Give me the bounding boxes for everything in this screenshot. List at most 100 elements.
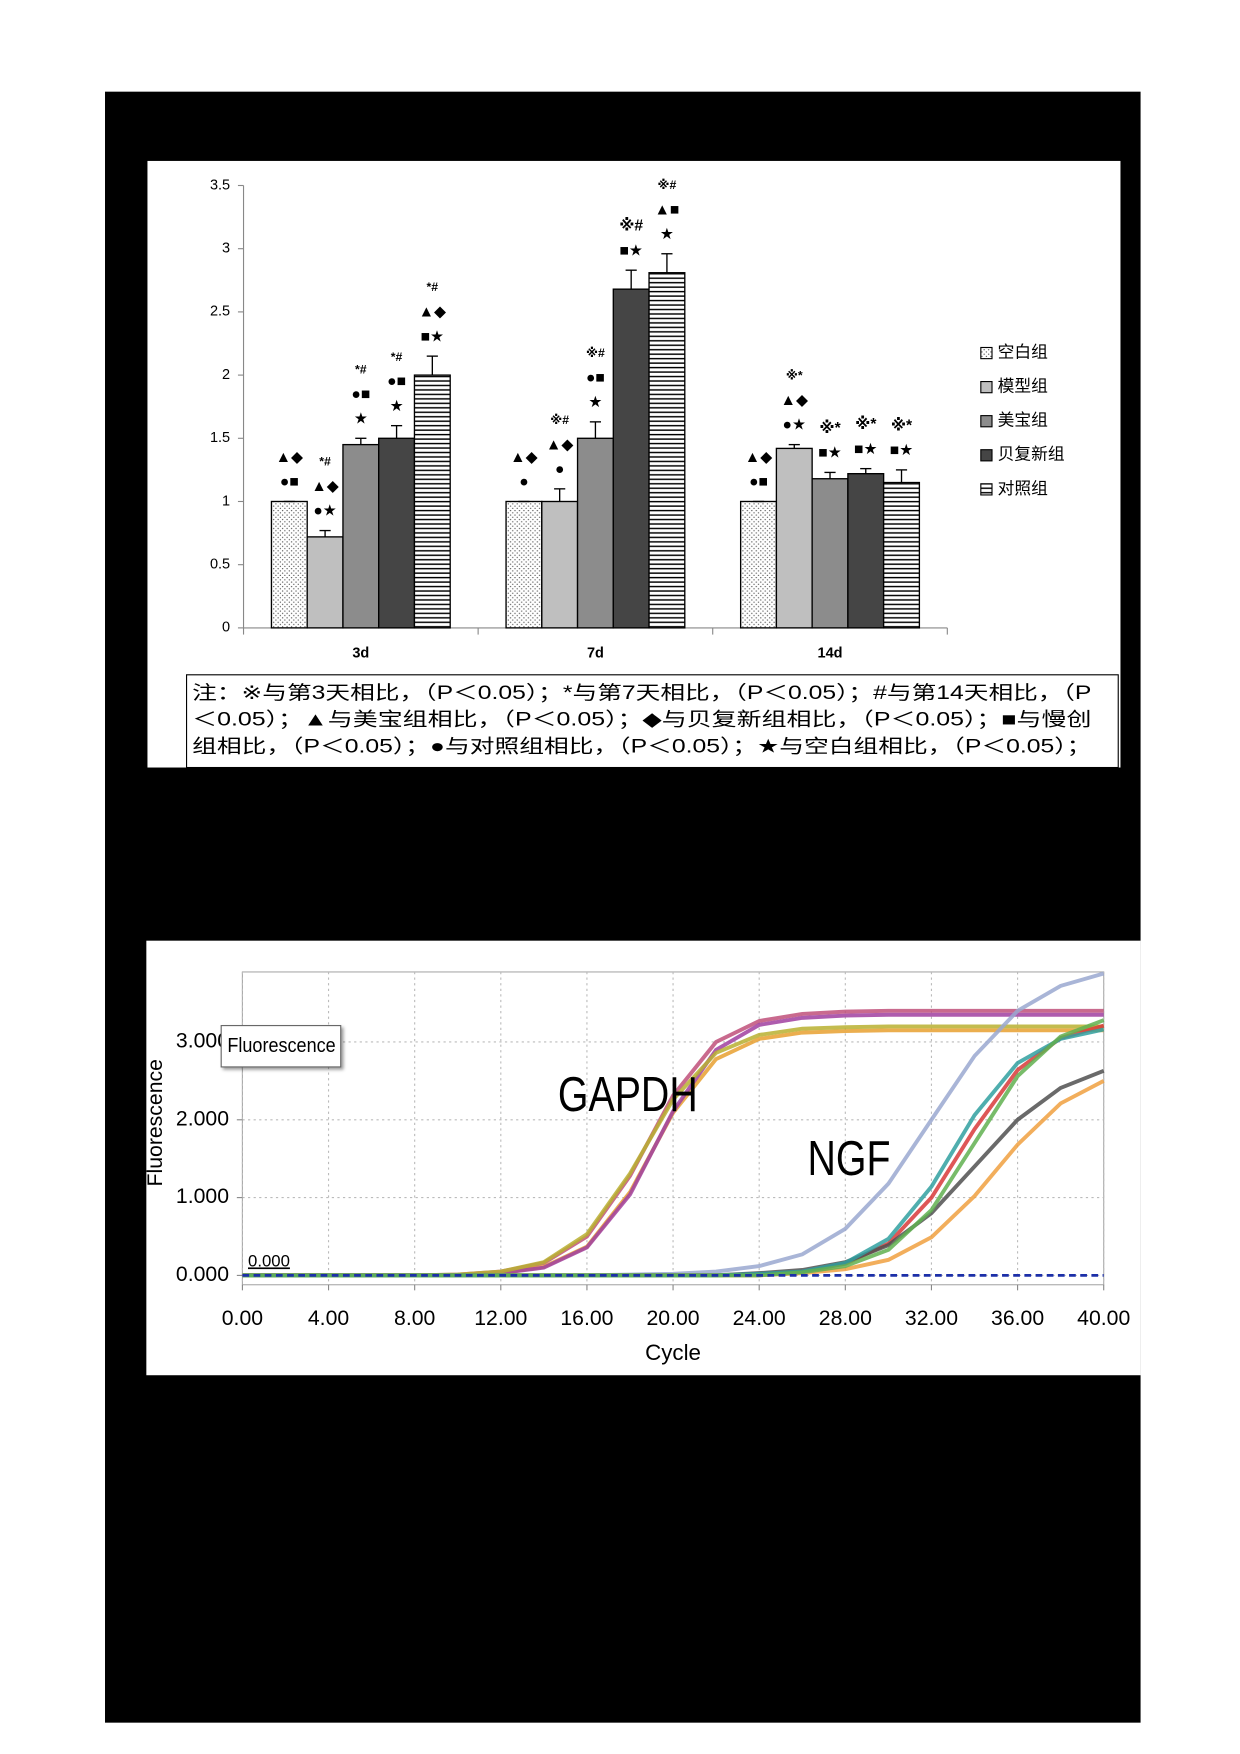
- significance-mark: ▲◆: [311, 478, 338, 495]
- significance-mark: ※#: [658, 178, 677, 192]
- bar: [306, 536, 344, 629]
- curve-annotation: NGF: [808, 1132, 891, 1186]
- bar: [505, 500, 543, 629]
- x-tick-label: 36.00: [991, 1307, 1044, 1330]
- significance-mark: ★: [660, 226, 674, 243]
- y-tick-label: 2.000: [176, 1107, 229, 1130]
- significance-mark: ※*: [891, 416, 913, 434]
- significance-mark: ●★: [783, 417, 806, 434]
- bar: [775, 447, 813, 629]
- y-tick-label: 1.000: [176, 1185, 229, 1208]
- bar: [413, 374, 451, 629]
- significance-mark: ■★: [818, 445, 841, 462]
- significance-mark: ▲◆: [781, 392, 808, 409]
- significance-mark: ●: [519, 474, 528, 491]
- significance-mark: ●■: [351, 386, 370, 403]
- bar: [576, 437, 614, 629]
- x-tick-label: 8.00: [394, 1307, 435, 1330]
- significance-mark: ●■: [280, 474, 299, 491]
- threshold-label: 0.000: [248, 1251, 290, 1270]
- significance-mark: ▲◆: [546, 436, 573, 453]
- significance-mark: ※*: [786, 369, 803, 383]
- significance-mark: ■★: [890, 442, 913, 459]
- x-tick-label: 7d: [587, 645, 604, 661]
- x-axis-label: Cycle: [645, 1340, 701, 1365]
- significance-mark: ■★: [854, 441, 877, 458]
- x-tick-label: 32.00: [905, 1307, 958, 1330]
- significance-mark: ※#: [550, 413, 569, 427]
- note-text: ＜0.05）；▲与美宝组相比，（P＜0.05）；◆与贝复新组相比，（P＜0.05…: [192, 709, 1091, 731]
- x-tick-label: 40.00: [1077, 1307, 1130, 1330]
- y-tick-label: 0.5: [210, 557, 230, 573]
- y-tick-label: 0: [222, 620, 230, 636]
- y-axis-label: Fluorescence: [144, 1059, 167, 1186]
- significance-mark: *#: [355, 362, 367, 376]
- y-tick-label: 2: [222, 367, 230, 383]
- significance-mark: ▲◆: [745, 449, 772, 466]
- legend-label: 美宝组: [998, 411, 1049, 430]
- y-tick-label: 1.5: [210, 430, 230, 446]
- significance-mark: ※*: [819, 419, 841, 437]
- legend-swatch: [980, 483, 993, 496]
- bar: [342, 443, 380, 629]
- y-tick-label: 3.000: [176, 1030, 229, 1053]
- note-text: 注：※与第3天相比，（P＜0.05）；*与第7天相比，（P＜0.05）；#与第1…: [192, 682, 1091, 704]
- y-tick-label: 0.000: [176, 1263, 229, 1286]
- bar: [270, 500, 308, 629]
- bar: [612, 288, 650, 629]
- x-tick-label: 14d: [818, 645, 843, 661]
- legend-label: 贝复新组: [998, 445, 1065, 464]
- significance-mark: ▲◆: [510, 449, 537, 466]
- note-text: 组相比，（P＜0.05）；●与对照组相比，（P＜0.05）；★与空白组相比，（P…: [192, 735, 1091, 757]
- bar: [882, 481, 921, 629]
- significance-mark: ●: [555, 461, 564, 478]
- significance-mark: ※#: [586, 346, 605, 360]
- y-tick-label: 3: [222, 241, 230, 257]
- x-tick-label: 12.00: [474, 1307, 527, 1330]
- significance-mark: ※*: [855, 415, 877, 433]
- legend-label: 对照组: [998, 479, 1049, 498]
- note-box: [185, 674, 1119, 769]
- significance-mark: ■★: [421, 328, 444, 345]
- significance-mark: ※#: [619, 217, 643, 235]
- legend-swatch: [980, 415, 993, 428]
- significance-mark: ●■: [387, 373, 406, 390]
- bar: [648, 272, 686, 629]
- significance-mark: ●■: [749, 474, 768, 491]
- significance-mark: ●■: [586, 369, 605, 386]
- legend-label: 模型组: [998, 377, 1049, 396]
- bar: [739, 500, 778, 629]
- legend-box: [220, 1025, 342, 1068]
- legend-label: 空白组: [998, 342, 1049, 361]
- bar: [378, 437, 416, 629]
- legend-label: Fluorescence: [227, 1035, 335, 1057]
- significance-mark: *#: [391, 350, 403, 364]
- x-tick-label: 24.00: [733, 1307, 786, 1330]
- x-tick-label: 4.00: [308, 1307, 349, 1330]
- significance-mark: ■★: [619, 242, 642, 259]
- legend-swatch: [980, 346, 993, 360]
- significance-mark: ▲◆: [276, 449, 303, 466]
- significance-mark: *#: [427, 280, 439, 294]
- significance-mark: ★: [390, 398, 404, 415]
- legend-swatch: [980, 380, 993, 394]
- significance-mark: ▲◆: [419, 304, 446, 321]
- bar: [541, 500, 579, 629]
- y-tick-label: 1: [222, 493, 230, 509]
- x-tick-label: 20.00: [647, 1307, 700, 1330]
- curve-annotation: GAPDH: [558, 1068, 698, 1122]
- significance-mark: *#: [319, 455, 331, 469]
- x-tick-label: 3d: [352, 645, 369, 661]
- bar: [847, 473, 885, 629]
- significance-mark: ★: [354, 410, 368, 427]
- bar: [811, 478, 849, 629]
- significance-mark: ★: [588, 394, 602, 411]
- y-tick-label: 2.5: [210, 304, 230, 320]
- x-tick-label: 28.00: [819, 1307, 872, 1330]
- significance-mark: ●★: [313, 503, 336, 520]
- line-chart: 0.00 4.00 8.00 12.00 16.00 20.00 24.00 28.00 32.…: [144, 971, 1130, 1365]
- legend-swatch: [980, 449, 993, 462]
- x-tick-label: 0.00: [222, 1307, 263, 1330]
